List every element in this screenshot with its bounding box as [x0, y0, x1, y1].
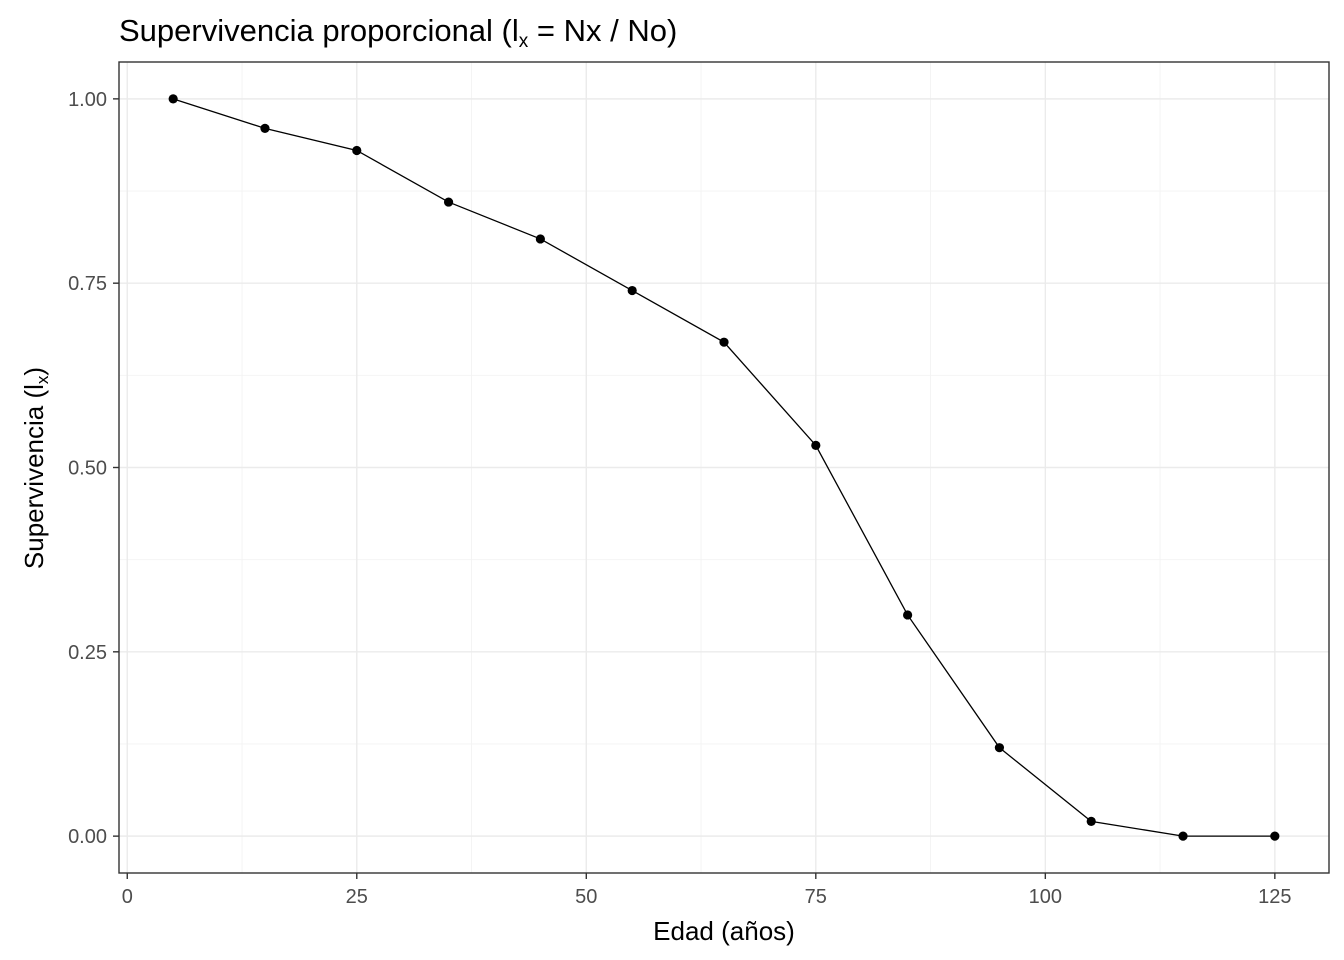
grid-major: [119, 62, 1329, 873]
data-point-age-105: [1086, 816, 1096, 826]
y-tick-label: 0.00: [68, 826, 107, 848]
data-point-age-65: [719, 337, 729, 347]
data-point-age-35: [443, 197, 454, 207]
data-point-age-115: [1178, 831, 1188, 841]
data-point-age-25: [352, 145, 362, 156]
data-point-age-5: [168, 94, 178, 104]
chart-title-subscript: x: [519, 31, 529, 52]
chart-title: Supervivencia proporcional (lx = Nx / No…: [119, 13, 677, 52]
x-tick-label: 25: [346, 886, 368, 908]
x-tick-label: 125: [1258, 886, 1291, 908]
data-point-age-85: [903, 610, 913, 620]
data-point-age-15: [260, 123, 270, 133]
x-axis: 0 25 50 75 100 125: [122, 873, 1292, 908]
data-point-age-75: [811, 440, 821, 450]
y-tick-label: 1.00: [68, 89, 107, 111]
data-point-age-45: [535, 234, 545, 244]
x-tick-label: 75: [805, 886, 827, 908]
x-axis-title: Edad (años): [653, 916, 795, 946]
y-axis-title: Supervivencia (lx): [19, 367, 52, 569]
data-point-age-55: [627, 285, 637, 296]
y-tick-label: 0.75: [68, 273, 107, 295]
x-tick-label: 50: [575, 886, 597, 908]
data-point-age-95: [994, 743, 1005, 753]
x-tick-label: 0: [122, 886, 133, 908]
y-tick-label: 0.50: [68, 458, 107, 480]
x-tick-label: 100: [1029, 886, 1062, 908]
y-tick-label: 0.25: [68, 642, 107, 664]
y-axis: 0.00 0.25 0.50 0.75 1.00: [68, 89, 119, 848]
y-axis-title-subscript: x: [33, 375, 52, 384]
data-point-age-125: [1270, 831, 1280, 841]
data-points: [168, 94, 1280, 841]
